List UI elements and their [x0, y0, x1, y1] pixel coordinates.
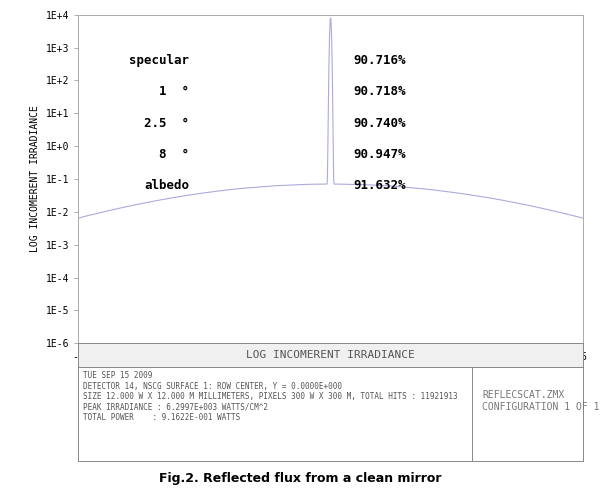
Text: Fig.2. Reflected flux from a clean mirror: Fig.2. Reflected flux from a clean mirro…: [159, 472, 442, 485]
Text: 90.740%: 90.740%: [354, 117, 406, 129]
Text: TUE SEP 15 2009
DETECTOR 14, NSCG SURFACE 1: ROW CENTER, Y = 0.0000E+000
SIZE 12: TUE SEP 15 2009 DETECTOR 14, NSCG SURFAC…: [83, 371, 458, 422]
Text: 90.947%: 90.947%: [354, 148, 406, 161]
Y-axis label: LOG INCOMERENT IRRADIANCE: LOG INCOMERENT IRRADIANCE: [30, 105, 40, 252]
Text: 8  °: 8 °: [159, 148, 189, 161]
Text: 91.632%: 91.632%: [354, 179, 406, 192]
Text: REFLECSCAT.ZMX
CONFIGURATION 1 OF 1: REFLECSCAT.ZMX CONFIGURATION 1 OF 1: [482, 390, 600, 412]
Text: LOG INCOMERENT IRRADIANCE: LOG INCOMERENT IRRADIANCE: [246, 350, 415, 360]
X-axis label: X COORDINATE VALUE: X COORDINATE VALUE: [270, 368, 391, 378]
Text: albedo: albedo: [144, 179, 189, 192]
Text: 2.5  °: 2.5 °: [144, 117, 189, 129]
Text: 1  °: 1 °: [159, 85, 189, 98]
Text: specular: specular: [129, 54, 189, 67]
Text: 90.718%: 90.718%: [354, 85, 406, 98]
Text: 90.716%: 90.716%: [354, 54, 406, 67]
